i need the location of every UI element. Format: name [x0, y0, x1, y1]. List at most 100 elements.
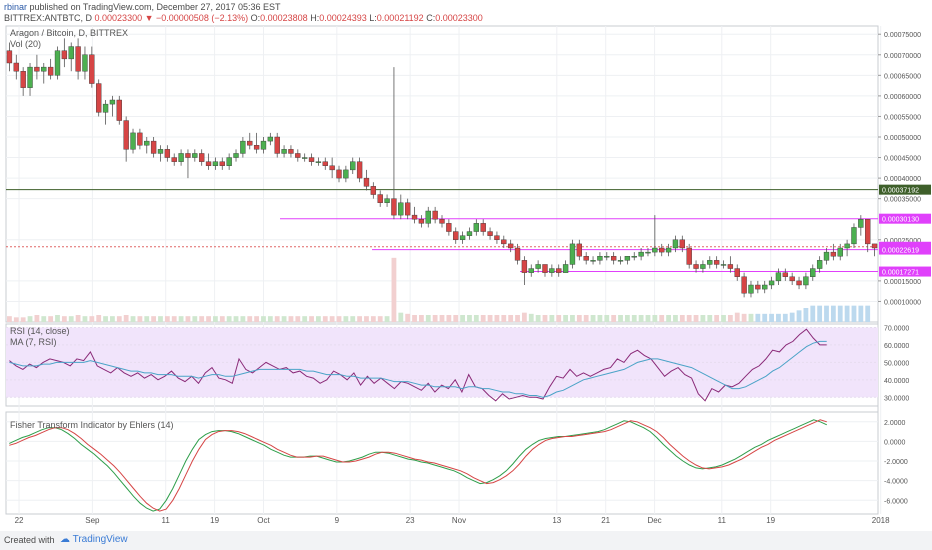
volume-bar [261, 316, 266, 322]
volume-bar [425, 315, 431, 322]
volume-bar [110, 316, 115, 322]
footer-bar: Created with ☁ TradingView [0, 531, 932, 550]
candle-body [693, 264, 699, 269]
candle-body [377, 194, 383, 203]
candle-body [562, 264, 569, 273]
volume-bar [350, 316, 356, 322]
candle-body [212, 161, 219, 166]
rsi-tick-label: 40.0000 [884, 378, 909, 385]
volume-bar [144, 316, 150, 322]
volume-bar [508, 315, 514, 322]
candle-body [6, 50, 13, 64]
candle-body [260, 140, 267, 150]
volume-bar [123, 315, 129, 322]
candle-body [47, 66, 54, 76]
candle-body [672, 239, 679, 249]
price-tick-label: 0.00060000 [884, 94, 921, 101]
volume-bar [316, 316, 321, 322]
created-with-label: Created with [4, 535, 55, 545]
volume-bar [865, 305, 871, 322]
candle-body [137, 132, 143, 146]
rsi-tick-label: 60.0000 [884, 343, 909, 350]
price-tick-label: 0.00010000 [884, 299, 921, 306]
candle-body [178, 153, 184, 162]
volume-bar [769, 313, 774, 322]
candle-body [205, 161, 212, 166]
candle-body [741, 276, 747, 294]
volume-bar [762, 313, 768, 322]
candle-body [41, 66, 47, 72]
candle-body [253, 145, 260, 150]
candle-body [816, 260, 823, 269]
volume-bar [322, 316, 328, 322]
volume-bar [137, 316, 143, 322]
volume-bar [741, 313, 747, 322]
volume-bar [624, 315, 630, 322]
candle-body [494, 235, 500, 240]
candle-body [871, 243, 878, 249]
price-tick-label: 0.00065000 [884, 73, 921, 80]
volume-bar [213, 316, 218, 322]
volume-bar [631, 315, 637, 322]
volume-bar [810, 305, 816, 322]
x-tick-label: 19 [210, 516, 219, 525]
price-tick-label: 0.00025000 [884, 238, 921, 245]
tradingview-logo[interactable]: ☁ TradingView [60, 534, 128, 545]
candle-body [569, 243, 576, 265]
volume-bar [34, 315, 40, 322]
candle-body [150, 140, 157, 154]
fisher-tick-label: 0.0000 [884, 439, 906, 446]
low-value: 0.00021192 [376, 13, 424, 23]
candle-body [384, 198, 390, 203]
volume-bar [61, 316, 67, 322]
candle-body [755, 284, 761, 290]
candle-body [89, 54, 95, 84]
x-tick-label: 13 [552, 516, 561, 525]
candle-body [810, 268, 816, 277]
volume-bar [295, 316, 301, 322]
candle-body [679, 239, 685, 249]
candle-body [247, 140, 253, 146]
low-label: L: [369, 13, 377, 23]
candle-body [27, 66, 33, 88]
candle-body [720, 264, 727, 266]
published-text: published on TradingView.com, December 2… [29, 2, 281, 12]
candle-body [411, 214, 418, 220]
level-price-label: 0.00017271 [882, 270, 919, 277]
candle-body [109, 99, 116, 105]
x-tick-label: Nov [452, 516, 466, 525]
rsi-tick-label: 30.0000 [884, 395, 909, 402]
chart-canvas[interactable]: 22 Sep 11 19 Oct 9 23 Nov 13 21 Dec 11 19 2018 0.00075… [0, 22, 932, 529]
open-value: 0.00023808 [260, 13, 308, 23]
candle-body [418, 219, 425, 224]
candle-body [549, 268, 555, 273]
volume-bar [576, 315, 582, 322]
volume-bar [206, 316, 211, 322]
candle-body [707, 260, 713, 265]
candle-body [20, 71, 26, 88]
volume-bar [309, 316, 314, 322]
price-change: ▼ −0.00000508 (−2.13%) [144, 13, 249, 23]
candle-body [356, 161, 363, 179]
candle-body [398, 202, 404, 216]
volume-bar [659, 315, 665, 322]
candle-body [576, 243, 582, 257]
candle-body [597, 256, 603, 261]
price-pane-frame [5, 25, 879, 323]
candle-body [82, 54, 88, 72]
volume-bar [432, 315, 438, 322]
volume-bar [515, 315, 520, 322]
candle-body [288, 149, 294, 154]
candle-body [363, 177, 370, 187]
candle-body [34, 66, 40, 72]
x-tick-label: 22 [15, 516, 24, 525]
volume-bar [418, 315, 424, 322]
x-tick-label: 11 [718, 516, 727, 525]
candle-body [123, 120, 129, 150]
author-link[interactable]: rbinar [4, 2, 28, 12]
candle-body [556, 268, 562, 273]
volume-bar [240, 316, 246, 322]
candle-body [521, 260, 528, 273]
volume-bar [480, 315, 486, 322]
candle-body [439, 219, 445, 224]
